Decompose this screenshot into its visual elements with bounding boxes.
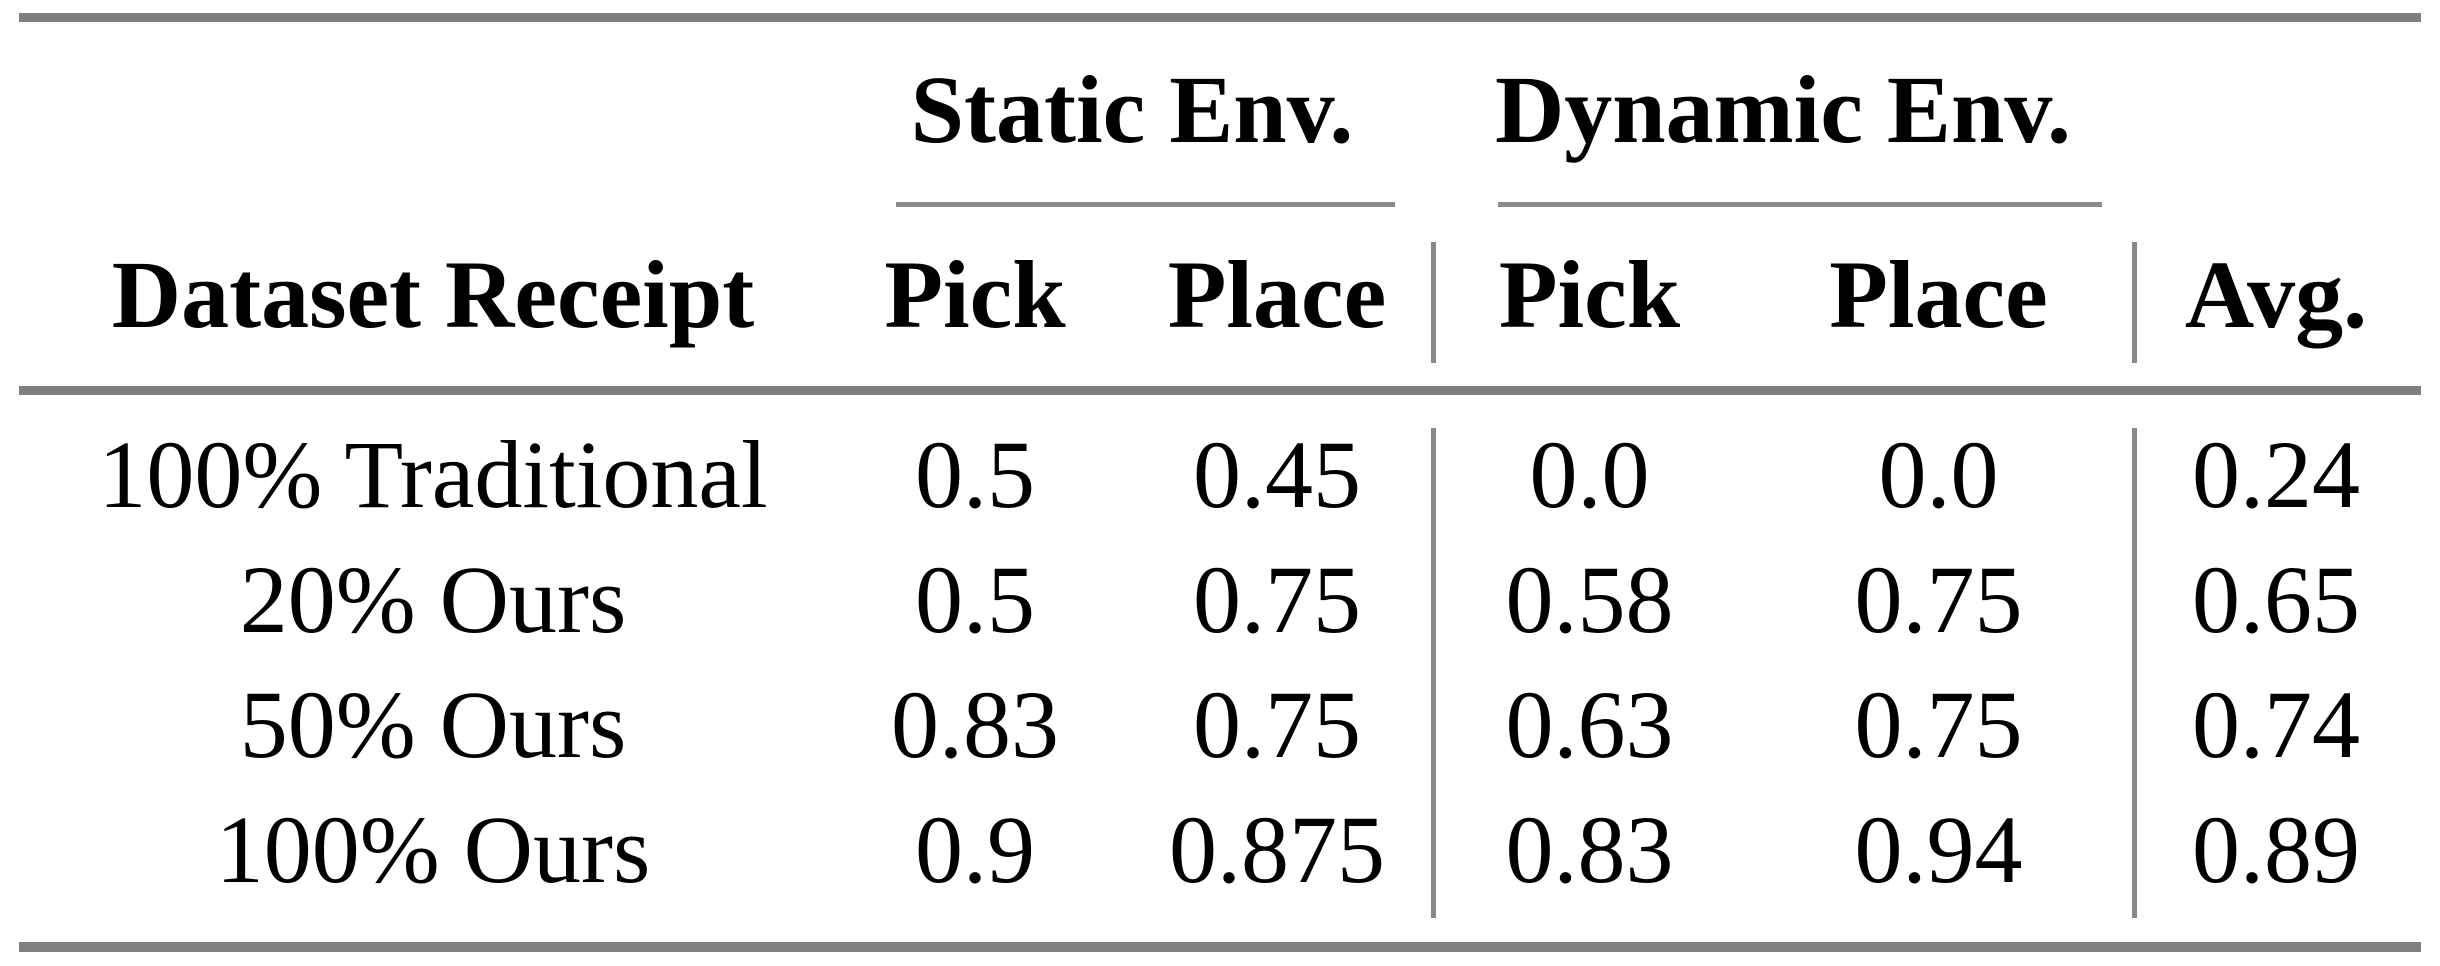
cell-static-place: 0.75 bbox=[1193, 546, 1361, 653]
column-header-row: Dataset Receipt Pick Place Pick Place Av… bbox=[0, 233, 2440, 357]
vertical-rule-2-body bbox=[2132, 428, 2137, 918]
table-bottom-rule bbox=[19, 942, 2421, 952]
column-header-dataset-receipt: Dataset Receipt bbox=[111, 241, 755, 348]
group-header-row: Static Env. Dynamic Env. bbox=[0, 48, 2440, 172]
cell-dynamic-pick: 0.0 bbox=[1529, 421, 1650, 528]
column-header-dynamic-pick: Pick bbox=[1498, 241, 1681, 348]
vertical-rule-1-header bbox=[1431, 242, 1436, 363]
table-row: 100% Traditional 0.5 0.45 0.0 0.0 0.24 bbox=[0, 413, 2440, 537]
group-header-static-env: Static Env. bbox=[910, 56, 1354, 163]
cmidrule-static-env bbox=[896, 202, 1395, 207]
cell-static-place: 0.75 bbox=[1193, 671, 1361, 778]
cell-static-place: 0.45 bbox=[1193, 421, 1361, 528]
column-header-static-place: Place bbox=[1167, 241, 1387, 348]
cell-dynamic-place: 0.75 bbox=[1854, 671, 2023, 778]
column-header-static-pick: Pick bbox=[884, 241, 1066, 348]
cell-static-pick: 0.9 bbox=[915, 796, 1035, 903]
cell-dynamic-place: 0.94 bbox=[1854, 796, 2023, 903]
row-label: 100% Traditional bbox=[98, 421, 768, 528]
cell-dynamic-place: 0.75 bbox=[1854, 546, 2023, 653]
cell-static-pick: 0.5 bbox=[915, 421, 1035, 528]
column-header-dynamic-place: Place bbox=[1829, 241, 2048, 348]
group-header-dynamic-env: Dynamic Env. bbox=[1494, 56, 2072, 163]
row-label: 50% Ours bbox=[239, 671, 627, 778]
cell-dynamic-pick: 0.83 bbox=[1505, 796, 1674, 903]
cell-avg: 0.65 bbox=[2192, 546, 2360, 653]
cell-dynamic-place: 0.0 bbox=[1878, 421, 1999, 528]
vertical-rule-2-header bbox=[2132, 242, 2137, 363]
table-row: 20% Ours 0.5 0.75 0.58 0.75 0.65 bbox=[0, 538, 2440, 662]
row-label: 100% Ours bbox=[215, 796, 651, 903]
row-label: 20% Ours bbox=[239, 546, 627, 653]
cell-static-pick: 0.83 bbox=[891, 671, 1059, 778]
cell-avg: 0.89 bbox=[2192, 796, 2360, 903]
table-top-rule bbox=[19, 13, 2421, 22]
cell-avg: 0.74 bbox=[2192, 671, 2360, 778]
column-header-avg: Avg. bbox=[2184, 241, 2368, 348]
cell-avg: 0.24 bbox=[2192, 421, 2360, 528]
table-mid-rule bbox=[19, 386, 2421, 395]
table-row: 100% Ours 0.9 0.875 0.83 0.94 0.89 bbox=[0, 788, 2440, 912]
cell-dynamic-pick: 0.58 bbox=[1505, 546, 1674, 653]
cell-static-place: 0.875 bbox=[1169, 796, 1385, 903]
cell-dynamic-pick: 0.63 bbox=[1505, 671, 1674, 778]
cell-static-pick: 0.5 bbox=[915, 546, 1035, 653]
cmidrule-dynamic-env bbox=[1498, 202, 2102, 207]
table-row: 50% Ours 0.83 0.75 0.63 0.75 0.74 bbox=[0, 663, 2440, 787]
vertical-rule-1-body bbox=[1431, 428, 1436, 918]
